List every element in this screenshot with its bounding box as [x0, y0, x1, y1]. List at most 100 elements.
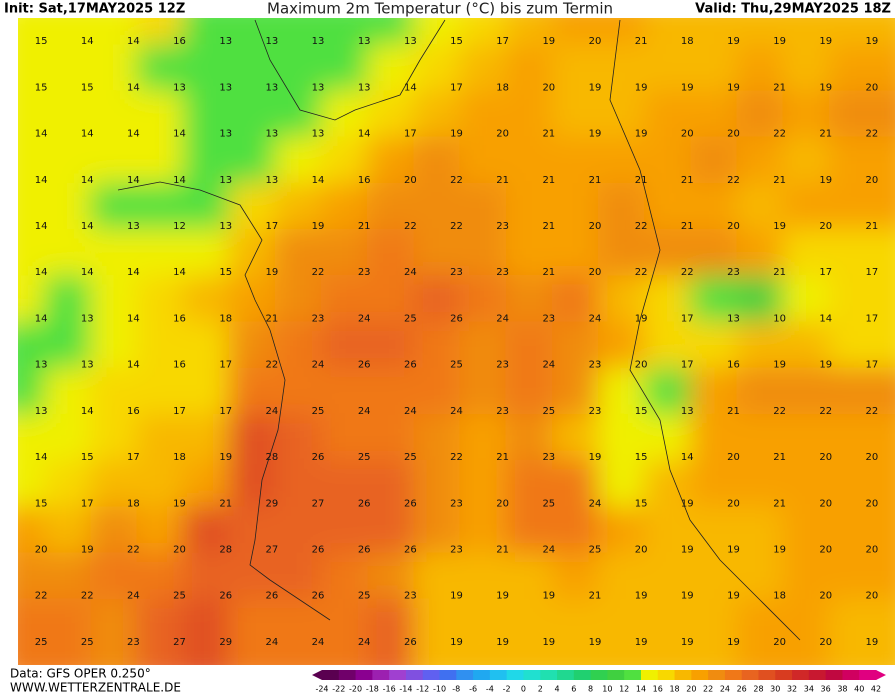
- colorbar-tick-label: 14: [636, 685, 646, 694]
- colorbar-segment: [489, 670, 508, 680]
- temperature-value: 19: [81, 544, 94, 555]
- colorbar-tick-label: 16: [653, 685, 663, 694]
- temperature-value: 20: [681, 129, 694, 140]
- header-bar: [0, 0, 895, 18]
- temperature-value: 21: [542, 175, 555, 186]
- colorbar-tick-label: 38: [837, 685, 847, 694]
- temperature-value: 24: [312, 637, 325, 648]
- temperature-value: 13: [404, 36, 417, 47]
- temperature-value: 17: [819, 267, 832, 278]
- temperature-value: 14: [127, 267, 140, 278]
- temperature-value: 21: [773, 498, 786, 509]
- temperature-value: 20: [727, 452, 740, 463]
- temperature-value: 14: [312, 175, 325, 186]
- temperature-value: 24: [358, 637, 371, 648]
- temperature-value: 16: [727, 360, 740, 371]
- temperature-value: 23: [542, 313, 555, 324]
- temperature-value: 21: [266, 313, 279, 324]
- temperature-value: 14: [35, 175, 48, 186]
- colorbar-tick-label: -2: [503, 685, 511, 694]
- colorbar-tick-label: 8: [588, 685, 593, 694]
- temperature-value: 19: [589, 129, 602, 140]
- temperature-value: 19: [496, 591, 509, 602]
- temperature-value: 17: [866, 267, 879, 278]
- colorbar-segment: [405, 670, 424, 680]
- temperature-value: 26: [358, 360, 371, 371]
- temperature-value: 20: [496, 498, 509, 509]
- temperature-value: 14: [81, 175, 94, 186]
- temperature-value: 22: [727, 175, 740, 186]
- temperature-value: 21: [542, 267, 555, 278]
- colorbar-tick-label: -12: [416, 685, 429, 694]
- temperature-value: 19: [727, 637, 740, 648]
- temperature-value: 21: [589, 591, 602, 602]
- temperature-value: 13: [81, 360, 94, 371]
- temperature-value: 19: [727, 591, 740, 602]
- temperature-value: 13: [266, 36, 279, 47]
- temperature-value: 20: [35, 544, 48, 555]
- temperature-value: 25: [404, 452, 417, 463]
- temperature-value: 21: [681, 221, 694, 232]
- colorbar-arrow-high: [876, 670, 886, 680]
- temperature-value: 21: [496, 544, 509, 555]
- temperature-value: 20: [866, 498, 879, 509]
- temperature-value: 26: [404, 637, 417, 648]
- colorbar-arrow-low: [312, 670, 322, 680]
- temperature-value: 21: [219, 498, 232, 509]
- colorbar-segment: [775, 670, 793, 680]
- temperature-value: 14: [127, 82, 140, 93]
- temperature-value: 25: [450, 360, 463, 371]
- colorbar-tick-label: -20: [349, 685, 362, 694]
- site: WWW.WETTERZENTRALE.DE: [10, 681, 181, 694]
- temperature-value: 20: [635, 360, 648, 371]
- colorbar-segment: [724, 670, 743, 680]
- temperature-value: 25: [542, 406, 555, 417]
- temperature-value: 20: [496, 129, 509, 140]
- colorbar-tick-label: 6: [571, 685, 576, 694]
- colorbar-tick-label: -6: [469, 685, 477, 694]
- temperature-value: 16: [127, 406, 140, 417]
- temperature-value: 22: [450, 175, 463, 186]
- temperature-value: 22: [866, 406, 879, 417]
- temperature-value: 25: [358, 452, 371, 463]
- temperature-value: 20: [727, 129, 740, 140]
- temperature-value: 13: [727, 313, 740, 324]
- temperature-value: 17: [496, 36, 509, 47]
- temperature-value: 22: [635, 267, 648, 278]
- temperature-value: 16: [358, 175, 371, 186]
- temperature-value: 24: [542, 360, 555, 371]
- temperature-value: 25: [404, 313, 417, 324]
- colorbar-tick-label: -16: [383, 685, 396, 694]
- temperature-value: 15: [35, 36, 48, 47]
- temperature-value: 17: [219, 360, 232, 371]
- colorbar-segment: [557, 670, 575, 680]
- temperature-value: 21: [681, 175, 694, 186]
- temperature-value: 20: [819, 637, 832, 648]
- temperature-value: 23: [404, 591, 417, 602]
- temperature-value: 17: [81, 498, 94, 509]
- temperature-value: 21: [773, 82, 786, 93]
- colorbar-tick-label: 40: [854, 685, 864, 694]
- temperature-value: 18: [219, 313, 232, 324]
- temperature-value: 22: [773, 129, 786, 140]
- colorbar-segment: [523, 670, 541, 680]
- colorbar-tick-label: 12: [619, 685, 629, 694]
- colorbar-segment: [708, 670, 726, 680]
- temperature-value: 13: [219, 175, 232, 186]
- temperature-value: 17: [681, 360, 694, 371]
- colorbar-tick-label: -10: [433, 685, 446, 694]
- temperature-value: 14: [81, 221, 94, 232]
- temperature-value: 13: [219, 82, 232, 93]
- temperature-value: 24: [404, 406, 417, 417]
- temperature-value: 13: [358, 82, 371, 93]
- temperature-value: 23: [496, 221, 509, 232]
- temperature-value: 23: [450, 267, 463, 278]
- temperature-value: 13: [312, 129, 325, 140]
- temperature-value: 19: [681, 637, 694, 648]
- colorbar-tick-label: -8: [452, 685, 460, 694]
- temperature-value: 22: [681, 267, 694, 278]
- temperature-value: 26: [219, 591, 232, 602]
- temperature-value: 13: [358, 36, 371, 47]
- colorbar-tick-label: -24: [315, 685, 328, 694]
